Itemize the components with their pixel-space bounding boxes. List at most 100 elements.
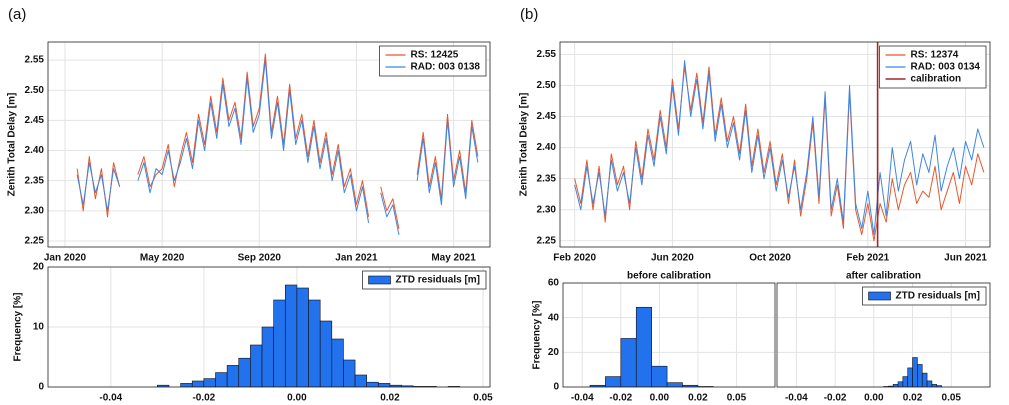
histogram-bar [635, 306, 652, 387]
histogram-bar [917, 364, 923, 387]
axes-box [559, 41, 991, 248]
histogram-bar [284, 284, 298, 387]
histogram-bar [157, 384, 170, 387]
y-tick-label: 0 [38, 382, 44, 393]
x-tick-label: Oct 2020 [749, 253, 791, 264]
histogram-bar [308, 299, 321, 387]
legend-swatch [868, 291, 891, 301]
y-tick-label: 10 [33, 322, 45, 333]
histogram-bar [620, 338, 637, 387]
histogram-bar [605, 376, 622, 387]
legend-swatch [368, 275, 391, 285]
x-tick-label: May 2020 [140, 253, 185, 264]
y-tick-label: 60 [548, 278, 560, 289]
x-tick-label: 0.05 [942, 393, 962, 404]
panel-title: after calibration [846, 271, 921, 282]
x-tick-label: 0.00 [287, 393, 307, 404]
plot-marks [574, 42, 985, 247]
legend-label: calibration [911, 74, 962, 85]
x-tick-label: -0.02 [192, 393, 215, 404]
x-tick-label: 0.02 [380, 393, 400, 404]
x-tick-label: 0.00 [650, 393, 670, 404]
y-tick-label: 2.35 [537, 173, 557, 184]
x-tick-label: Sep 2020 [238, 253, 282, 264]
histogram-bar [897, 381, 904, 387]
histogram-bar [180, 383, 193, 387]
y-tick-label: 2.55 [25, 55, 45, 66]
x-tick-label: 0.02 [903, 393, 923, 404]
histogram-bar [226, 365, 240, 387]
y-tick-label: 2.55 [537, 49, 557, 60]
x-tick-label: May 2021 [431, 253, 476, 264]
y-axis-label: Frequency [%] [532, 301, 543, 370]
axes-box [776, 282, 991, 388]
histogram-bar [238, 357, 251, 387]
legend-label: RAD: 003 0134 [911, 62, 981, 73]
x-tick-label: -0.04 [571, 393, 594, 404]
y-tick-label: 2.25 [25, 236, 45, 247]
histogram-bar [319, 320, 333, 387]
histogram-bar [354, 374, 368, 387]
y-tick-label: 0 [553, 382, 559, 393]
histogram-bar [926, 380, 933, 387]
panel-label: (a) [8, 6, 26, 23]
plot-area [563, 283, 775, 387]
histogram-bar [902, 376, 909, 387]
histogram-bar [191, 380, 205, 387]
series-line [76, 59, 479, 236]
y-tick-label: 2.40 [537, 142, 557, 153]
series-line [574, 60, 985, 236]
y-tick-label: 20 [548, 347, 560, 358]
legend-box [862, 286, 987, 306]
histogram-bar [250, 344, 263, 387]
y-tick-label: 2.50 [537, 80, 557, 91]
histogram-bar [203, 378, 216, 387]
x-tick-label: -0.04 [785, 393, 808, 404]
legend-label: RS: 12374 [911, 50, 959, 61]
y-tick-label: 2.45 [25, 115, 45, 126]
plot-marks [76, 53, 479, 236]
histogram-bar [331, 338, 344, 387]
histogram-bar [215, 372, 228, 387]
histogram-bar [261, 326, 274, 387]
x-tick-label: 0.00 [864, 393, 884, 404]
axes-box [47, 41, 491, 248]
x-tick-label: -0.04 [99, 393, 122, 404]
legend-label: RS: 12425 [411, 50, 459, 61]
x-tick-label: Jan 2021 [335, 253, 378, 264]
x-tick-label: Feb 2020 [553, 253, 596, 264]
series-line [574, 66, 985, 242]
panel-label: (b) [520, 6, 538, 23]
x-tick-label: Jun 2021 [944, 253, 987, 264]
y-tick-label: 2.45 [537, 111, 557, 122]
histogram-bar [651, 365, 668, 387]
y-axis-label: Zenith Total Delay [m] [519, 93, 530, 197]
panel-title: before calibration [627, 271, 711, 282]
histogram-bar [907, 367, 913, 387]
x-tick-label: 0.05 [727, 393, 747, 404]
y-tick-label: 2.30 [25, 205, 45, 216]
x-tick-label: Jun 2020 [651, 253, 694, 264]
histogram-bar [296, 287, 309, 387]
y-axis-label: Frequency [%] [13, 293, 24, 362]
histogram-bar [366, 381, 379, 387]
x-tick-label: -0.02 [609, 393, 632, 404]
y-tick-label: 2.50 [25, 85, 45, 96]
axes-box [562, 282, 776, 388]
y-tick-label: 2.25 [537, 235, 557, 246]
axes-box [47, 266, 491, 388]
y-tick-label: 2.35 [25, 175, 45, 186]
x-tick-label: Feb 2021 [846, 253, 889, 264]
legend-box [379, 45, 487, 77]
x-tick-label: 0.05 [473, 393, 493, 404]
y-tick-label: 40 [548, 312, 560, 323]
histogram-bar [912, 357, 918, 387]
y-tick-label: 2.30 [537, 204, 557, 215]
x-tick-label: -0.02 [824, 393, 847, 404]
y-axis-label: Zenith Total Delay [m] [7, 93, 18, 197]
y-tick-label: 20 [33, 262, 45, 273]
histogram-bar [378, 383, 391, 387]
histogram-bar [666, 382, 683, 387]
x-tick-label: 0.02 [688, 393, 708, 404]
legend-label: RAD: 003 0138 [411, 62, 481, 73]
